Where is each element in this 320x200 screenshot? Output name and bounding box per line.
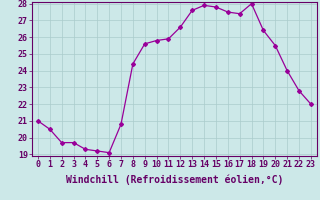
- X-axis label: Windchill (Refroidissement éolien,°C): Windchill (Refroidissement éolien,°C): [66, 175, 283, 185]
